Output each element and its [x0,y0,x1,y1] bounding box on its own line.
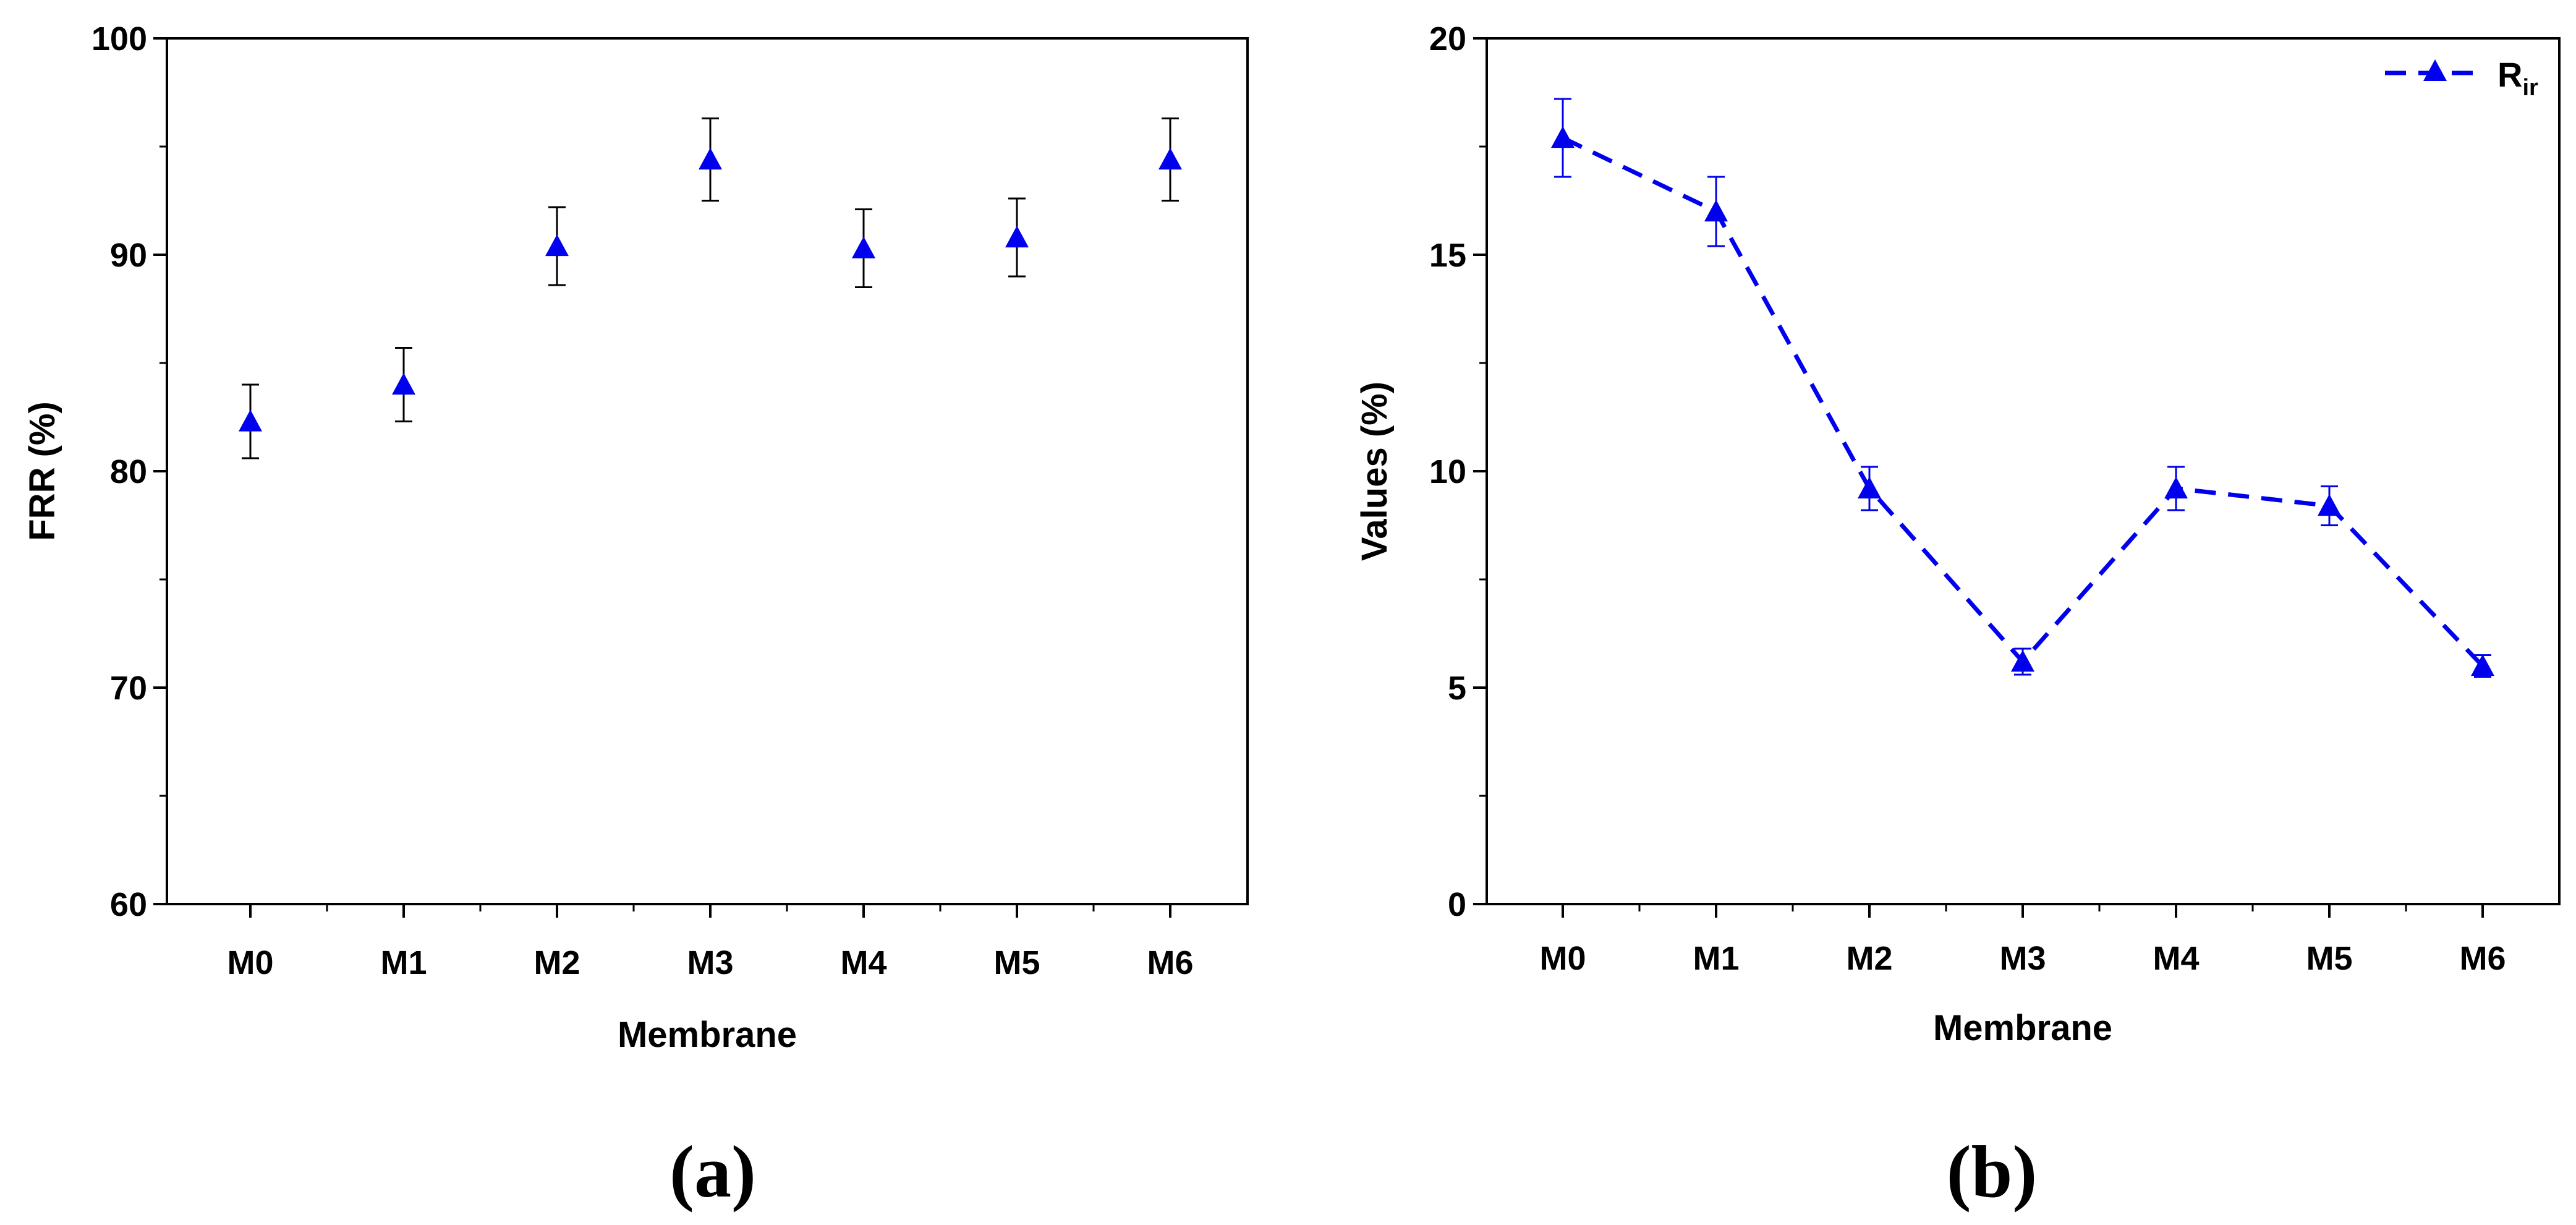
panel-b-legend: Rir [2385,55,2538,101]
x-tick-label: M4 [840,944,886,981]
x-tick-label: M5 [993,944,1040,981]
y-tick-label: 60 [110,886,147,923]
panel-b-markers [1551,126,2494,677]
legend-marker-triangle [2423,59,2447,81]
x-tick-label: M3 [1999,940,2046,977]
chart-panel-b: 0 5 10 15 20 M0 M1 M2 M3 M4 M5 M6 Membrane Values … [1354,20,2561,1213]
x-tick-label: M4 [2153,940,2199,977]
chart-panel-a: 60 70 80 90 100 M0 M1 M2 M3 M4 M5 M6 Membrane FRR … [22,20,1249,1213]
data-point-marker [2164,477,2188,499]
panel-a-x-tick-labels: M0 M1 M2 M3 M4 M5 M6 [227,944,1193,981]
data-point-marker [1005,226,1029,248]
panel-a-ticks [153,37,1171,918]
panel-a-x-axis-title: Membrane [618,1015,797,1055]
x-tick-label: M2 [1846,940,1892,977]
x-tick-label: M6 [1147,944,1193,981]
panel-a-plot-frame [166,37,1249,905]
x-tick-label: M2 [533,944,580,981]
panel-a-markers [239,148,1182,432]
data-point-marker [2471,654,2494,677]
data-point-marker [852,236,875,258]
y-tick-label: 5 [1448,670,1466,707]
x-tick-label: M3 [687,944,733,981]
panel-b-label: (b) [1947,1130,2038,1213]
x-tick-label: M0 [1539,940,1586,977]
y-tick-label: 10 [1429,453,1466,490]
x-tick-label: M1 [1693,940,1739,977]
legend-label: Rir [2497,55,2538,101]
y-tick-label: 0 [1448,886,1466,923]
legend-label-main: R [2497,55,2522,94]
panel-a-label: (a) [670,1130,756,1213]
panel-b-y-tick-labels: 0 5 10 15 20 [1429,20,1466,923]
x-tick-label: M1 [380,944,427,981]
data-point-marker [392,373,415,395]
x-tick-label: M0 [227,944,273,981]
y-tick-label: 20 [1429,20,1466,58]
data-point-marker [1551,126,1575,148]
panel-b-x-tick-labels: M0 M1 M2 M3 M4 M5 M6 [1539,940,2506,977]
legend-label-subscript: ir [2522,75,2538,101]
data-point-marker [239,409,262,432]
y-tick-label: 90 [110,237,147,274]
y-tick-label: 15 [1429,237,1466,274]
panel-a-y-tick-labels: 60 70 80 90 100 [91,20,147,923]
data-point-marker [1858,477,1881,499]
data-point-marker [545,234,569,257]
panel-a-y-axis-title: FRR (%) [22,401,62,541]
panel-b-plot-frame [1486,37,2561,905]
data-point-marker [1158,148,1182,170]
data-point-marker [2318,494,2341,516]
x-tick-label: M6 [2459,940,2506,977]
data-point-marker [2011,650,2034,672]
x-tick-label: M5 [2306,940,2352,977]
data-point-marker [1704,200,1728,222]
y-tick-label: 100 [91,20,147,58]
y-tick-label: 80 [110,453,147,490]
panel-b-y-axis-title: Values (%) [1354,382,1395,561]
y-tick-label: 70 [110,670,147,707]
panel-b-series-line-rir [1562,135,2485,668]
panel-b-error-bars [1554,98,2491,678]
panel-b-x-axis-title: Membrane [1933,1008,2112,1048]
data-point-marker [699,148,722,170]
panel-b-ticks [1473,37,2484,918]
